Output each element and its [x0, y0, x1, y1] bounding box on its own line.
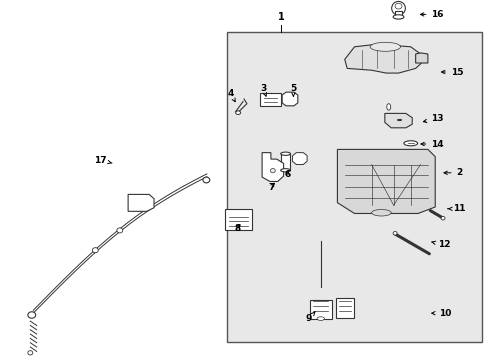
PathPatch shape	[415, 53, 427, 63]
Ellipse shape	[280, 168, 290, 172]
Ellipse shape	[92, 248, 98, 253]
Text: 16: 16	[420, 10, 443, 19]
Bar	[227, 32, 481, 342]
PathPatch shape	[262, 153, 283, 181]
PathPatch shape	[344, 44, 421, 73]
Ellipse shape	[369, 42, 400, 51]
Text: 11: 11	[447, 204, 465, 213]
Ellipse shape	[392, 15, 403, 19]
Text: 15: 15	[441, 68, 463, 77]
Text: 6: 6	[284, 170, 290, 179]
PathPatch shape	[128, 194, 154, 211]
PathPatch shape	[292, 153, 306, 165]
Text: 8: 8	[234, 224, 240, 233]
Text: 4: 4	[227, 89, 235, 102]
Ellipse shape	[117, 228, 122, 233]
Ellipse shape	[235, 111, 240, 114]
Ellipse shape	[371, 210, 390, 216]
Bar	[224, 209, 252, 230]
Ellipse shape	[280, 152, 290, 156]
Text: 10: 10	[431, 309, 450, 318]
Bar	[260, 93, 280, 106]
Text: 5: 5	[290, 84, 296, 96]
Text: 12: 12	[431, 240, 449, 249]
Ellipse shape	[440, 216, 444, 220]
Text: 2: 2	[443, 168, 462, 177]
Ellipse shape	[394, 3, 401, 9]
Ellipse shape	[28, 312, 36, 318]
Ellipse shape	[316, 317, 324, 320]
Bar	[280, 154, 290, 170]
Text: 14: 14	[420, 140, 443, 149]
Ellipse shape	[203, 177, 209, 183]
PathPatch shape	[282, 92, 297, 106]
Ellipse shape	[270, 168, 275, 173]
Ellipse shape	[403, 141, 417, 146]
Ellipse shape	[386, 104, 390, 110]
Bar	[309, 300, 331, 319]
Ellipse shape	[28, 351, 33, 355]
Text: 7: 7	[267, 183, 274, 192]
PathPatch shape	[384, 113, 411, 128]
Text: 9: 9	[305, 312, 314, 323]
Bar	[394, 11, 401, 18]
Ellipse shape	[392, 231, 396, 235]
Bar	[335, 298, 353, 318]
Text: 13: 13	[423, 114, 443, 123]
Text: 3: 3	[260, 84, 266, 96]
Text: 1: 1	[277, 12, 284, 22]
Text: 17: 17	[94, 156, 112, 165]
Ellipse shape	[391, 1, 405, 15]
PathPatch shape	[337, 149, 434, 213]
